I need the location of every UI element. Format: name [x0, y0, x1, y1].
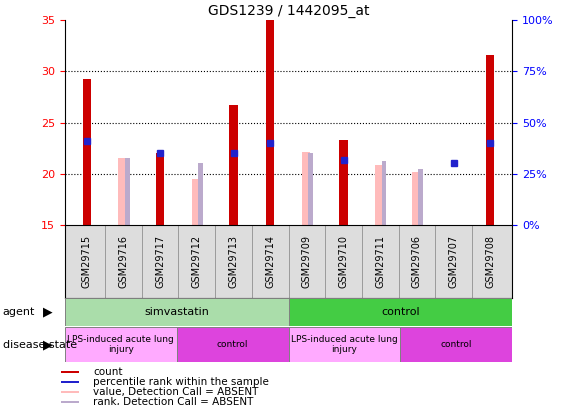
Text: agent: agent [3, 307, 35, 317]
Bar [61, 401, 79, 403]
Bar [289, 298, 512, 326]
Bar [229, 105, 238, 225]
Text: GSM29714: GSM29714 [265, 235, 275, 288]
Bar [339, 140, 348, 225]
Bar [289, 327, 400, 362]
Text: percentile rank within the sample: percentile rank within the sample [93, 377, 269, 387]
Text: ▶: ▶ [43, 306, 53, 319]
Bar [83, 79, 91, 225]
Title: GDS1239 / 1442095_at: GDS1239 / 1442095_at [208, 4, 369, 18]
Text: control: control [217, 340, 248, 349]
Text: LPS-induced acute lung
injury: LPS-induced acute lung injury [291, 335, 398, 354]
Text: GSM29708: GSM29708 [485, 235, 495, 288]
Text: count: count [93, 367, 123, 377]
Bar [61, 391, 79, 393]
Bar [191, 179, 200, 225]
Text: GSM29713: GSM29713 [229, 235, 239, 288]
Bar [61, 381, 79, 383]
Text: GSM29715: GSM29715 [82, 234, 92, 288]
Text: GSM29710: GSM29710 [338, 235, 348, 288]
Bar [156, 153, 164, 225]
Bar [412, 172, 420, 225]
Bar [418, 168, 423, 225]
Bar [486, 55, 494, 225]
Bar [266, 20, 274, 225]
Text: control: control [381, 307, 420, 317]
Text: GSM29709: GSM29709 [302, 235, 312, 288]
Text: disease state: disease state [3, 340, 77, 350]
Bar [308, 153, 313, 225]
Bar [198, 164, 203, 225]
Text: value, Detection Call = ABSENT: value, Detection Call = ABSENT [93, 387, 259, 397]
Bar [382, 161, 386, 225]
Bar [177, 327, 289, 362]
Text: GSM29716: GSM29716 [118, 235, 128, 288]
Text: simvastatin: simvastatin [144, 307, 209, 317]
Bar [375, 166, 383, 225]
Text: GSM29707: GSM29707 [449, 234, 459, 288]
Bar [302, 152, 310, 225]
Bar [124, 158, 129, 225]
Text: GSM29706: GSM29706 [412, 235, 422, 288]
Text: GSM29717: GSM29717 [155, 234, 165, 288]
Text: GSM29712: GSM29712 [192, 234, 202, 288]
Text: control: control [441, 340, 472, 349]
Text: rank, Detection Call = ABSENT: rank, Detection Call = ABSENT [93, 397, 254, 405]
Bar [118, 158, 126, 225]
Text: GSM29711: GSM29711 [376, 235, 385, 288]
Text: ▶: ▶ [43, 338, 53, 351]
Bar [65, 327, 177, 362]
Bar [400, 327, 512, 362]
Bar [61, 371, 79, 373]
Text: LPS-induced acute lung
injury: LPS-induced acute lung injury [68, 335, 174, 354]
Bar [65, 298, 289, 326]
